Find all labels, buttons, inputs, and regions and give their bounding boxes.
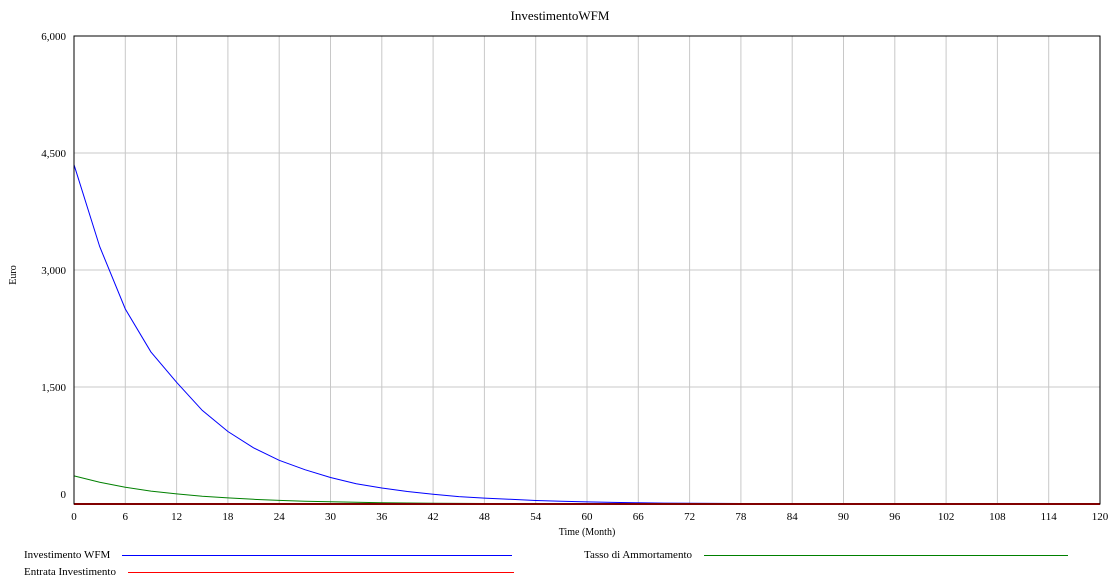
legend-item-tasso-di-ammortamento: Tasso di Ammortamento — [584, 549, 1068, 561]
x-tick-label: 12 — [171, 511, 182, 523]
x-tick-label: 72 — [684, 511, 695, 523]
axis-ticks: 0 6 12 18 24 30 36 42 48 54 60 66 72 78 84 90 96 102 108 11… — [41, 31, 1109, 523]
x-tick-label: 54 — [530, 511, 542, 523]
x-tick-label: 0 — [71, 511, 77, 523]
x-tick-label: 102 — [938, 511, 955, 523]
y-tick-label: 1,500 — [41, 382, 66, 394]
legend-swatch-red — [127, 571, 514, 573]
legend-item-entrata-investimento: Entrata Investimento — [24, 566, 514, 578]
x-tick-label: 6 — [123, 511, 129, 523]
x-tick-label: 60 — [582, 511, 594, 523]
x-tick-label: 108 — [989, 511, 1006, 523]
x-axis-label: Time (Month) — [559, 527, 616, 538]
x-tick-label: 48 — [479, 511, 491, 523]
y-axis-label: Euro — [8, 265, 19, 284]
legend-label: Tasso di Ammortamento — [584, 549, 692, 561]
y-tick-label: 0 — [61, 489, 67, 501]
legend-label: Entrata Investimento — [24, 566, 116, 578]
x-tick-label: 78 — [735, 511, 747, 523]
y-tick-label: 3,000 — [41, 265, 66, 277]
x-tick-label: 114 — [1041, 511, 1058, 523]
grid-lines — [74, 36, 1100, 504]
plot-frame — [73, 35, 1101, 505]
legend-item-investimento-wfm: Investimento WFM — [24, 549, 513, 561]
x-tick-label: 96 — [889, 511, 901, 523]
x-tick-label: 18 — [222, 511, 234, 523]
x-tick-label: 24 — [274, 511, 286, 523]
x-tick-label: 90 — [838, 511, 850, 523]
x-tick-label: 30 — [325, 511, 337, 523]
x-tick-label: 120 — [1092, 511, 1109, 523]
legend-label: Investimento WFM — [24, 549, 111, 561]
legend-swatch-blue — [122, 554, 513, 556]
x-tick-label: 66 — [633, 511, 645, 523]
x-tick-label: 84 — [787, 511, 799, 523]
x-tick-label: 42 — [428, 511, 439, 523]
legend-swatch-green — [704, 554, 1068, 556]
y-tick-label: 4,500 — [41, 148, 66, 160]
chart-title: InvestimentoWFM — [511, 8, 610, 23]
y-tick-label: 6,000 — [41, 31, 66, 43]
x-tick-label: 36 — [376, 511, 388, 523]
